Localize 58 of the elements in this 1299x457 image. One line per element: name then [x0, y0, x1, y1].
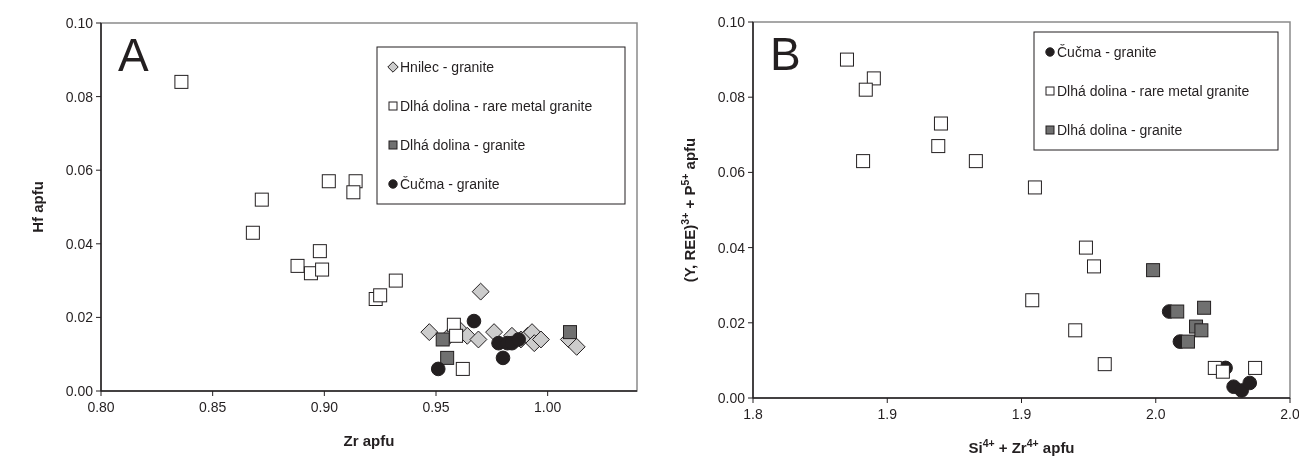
x-axis-title: Zr apfu [343, 432, 395, 449]
point [1242, 375, 1258, 391]
legend-label: Dlhá dolina - granite [400, 137, 526, 153]
point [1197, 300, 1212, 315]
point [1180, 334, 1195, 349]
point [346, 185, 361, 200]
y-tick-label: 0.04 [717, 239, 746, 256]
annotation: A [118, 29, 149, 81]
x-tick-label: 0.95 [422, 399, 450, 415]
point [532, 330, 550, 349]
x-tick-label: 2.0 [1280, 406, 1299, 422]
point [511, 332, 526, 347]
y-tick-label: 0.06 [717, 164, 746, 181]
point [315, 262, 330, 277]
point [1146, 263, 1161, 278]
legend-label: Hnilec - granite [400, 59, 495, 75]
legend-label: Dlhá dolina - granite [1057, 122, 1183, 138]
y-tick-label: 0.00 [65, 383, 94, 399]
point [435, 332, 450, 347]
point [466, 313, 482, 329]
point [420, 323, 439, 342]
annotation: B [770, 28, 801, 80]
point [1215, 364, 1230, 379]
x-tick-label: 0.90 [310, 399, 339, 415]
y-tick-label: 0.06 [65, 162, 94, 179]
y-tick-label: 0.08 [65, 88, 94, 105]
legend-label: Dlhá dolina - rare metal granite [400, 98, 593, 114]
x-tick-label: 1.8 [743, 406, 763, 422]
point [858, 82, 873, 97]
x-tick-label: 0.80 [87, 399, 115, 415]
x-tick-label: 1.9 [1011, 406, 1032, 422]
point [1194, 323, 1209, 338]
y-tick-label: 0.02 [717, 314, 746, 331]
x-axis-title: Si$^{4+}$ + Zr$^{4+}$ apfu [968, 437, 1075, 456]
x-tick-label: 2.0 [1146, 406, 1166, 422]
point [430, 361, 446, 377]
y-tick-label: 0.04 [65, 235, 94, 252]
point [471, 282, 490, 301]
y-tick-label: 0.02 [65, 309, 94, 326]
point [469, 330, 488, 349]
point [563, 325, 577, 340]
y-tick-label: 0.10 [717, 14, 746, 30]
point [373, 288, 388, 303]
legend-label: Čučma - granite [400, 176, 500, 192]
y-tick-label: 0.00 [717, 390, 746, 406]
y-tick-label: 0.08 [717, 89, 746, 106]
y-axis-title: Hf apfu [29, 181, 46, 233]
x-tick-label: 1.9 [877, 406, 898, 422]
legend-label: Dlhá dolina - rare metal granite [1057, 83, 1250, 99]
point [495, 350, 511, 366]
point [440, 350, 455, 365]
x-tick-label: 0.85 [199, 399, 227, 415]
point [1170, 304, 1185, 319]
x-tick-label: 1.00 [534, 399, 562, 415]
point [567, 337, 586, 356]
legend-label: Čučma - granite [1057, 44, 1157, 60]
point [449, 328, 464, 343]
y-tick-label: 0.10 [65, 15, 94, 31]
